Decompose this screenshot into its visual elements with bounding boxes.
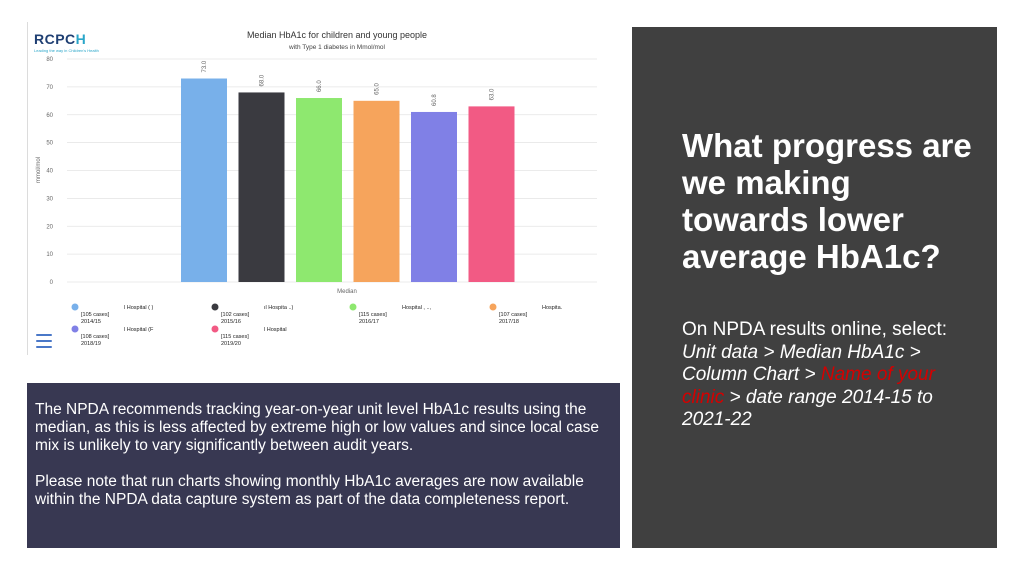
x-axis-label: Median	[337, 289, 357, 295]
bar-data-label: 60.8	[432, 94, 438, 106]
legend-cases: [105 cases]	[81, 312, 110, 318]
bar-data-label: 63.0	[490, 88, 496, 100]
legend-label: l Hospital	[264, 327, 287, 333]
legend-cases: [108 cases]	[81, 334, 110, 340]
rcpch-logo: RCPCH	[34, 31, 87, 47]
instructions-clinic-name: Name of your clinic	[682, 364, 935, 408]
legend-year: 2016/17	[359, 319, 379, 325]
y-tick-label: 80	[46, 57, 53, 63]
legend-marker	[211, 303, 219, 311]
instructions-suffix: > date range 2014-15 to 2021-22	[682, 386, 933, 431]
y-tick-label: 0	[50, 280, 54, 286]
bar	[238, 92, 285, 282]
y-axis-label: mmol/mol	[36, 157, 42, 183]
y-tick-label: 40	[46, 169, 53, 175]
bar-data-label: 68.0	[260, 74, 266, 86]
y-tick-label: 10	[46, 252, 53, 258]
legend-label: ıl Hospita ..)	[264, 305, 294, 311]
info-paragraph-1: The NPDA recommends tracking year-on-yea…	[35, 401, 600, 454]
bar-data-label: 73.0	[202, 60, 208, 72]
legend-year: 2019/20	[221, 341, 241, 347]
legend-year: 2015/16	[221, 319, 241, 325]
y-tick-label: 60	[46, 113, 53, 119]
bar	[468, 106, 515, 282]
bar	[411, 111, 457, 283]
legend-cases: [115 cases]	[359, 312, 387, 318]
legend-marker	[71, 325, 79, 333]
legend-marker	[211, 325, 219, 333]
bar-chart: 0 10 20 30 40 50 60 70 80 mmol/mol Median 73.0 68.0 6…	[36, 57, 597, 347]
instructions-path: Unit data > Median HbA1c > Column Chart …	[682, 341, 921, 386]
legend-label: Hospita.	[542, 305, 563, 311]
panel-divider	[27, 22, 28, 355]
bar-data-label: 65.0	[375, 82, 381, 94]
instructions: On NPDA results online, select: Unit dat…	[682, 319, 982, 432]
legend-label: l Hospital ( )	[124, 305, 154, 311]
info-text-box: The NPDA recommends tracking year-on-yea…	[27, 383, 620, 548]
instructions-prefix: On NPDA results online, select:	[682, 319, 948, 340]
legend-year: 2017/18	[499, 319, 519, 325]
legend-cases: [102 cases]	[221, 312, 250, 318]
legend-marker	[71, 303, 79, 311]
bar-data-label: 66.0	[317, 80, 323, 92]
y-tick-label: 70	[46, 85, 53, 91]
legend-label: Hospital , ..,	[402, 305, 432, 311]
y-tick-label: 20	[46, 224, 53, 230]
legend-marker	[489, 303, 497, 311]
y-tick-label: 30	[46, 196, 53, 202]
chart-title: Median HbA1c for children and young peop…	[246, 30, 428, 40]
bar	[353, 100, 400, 282]
chart-subtitle: with Type 1 diabetes in Mmol/mol	[289, 44, 385, 51]
chart-screenshot: RCPCH Leading the way in Children's Heal…	[27, 22, 612, 357]
y-tick-label: 50	[46, 141, 53, 147]
legend-year: 2018/19	[81, 341, 101, 347]
bar	[181, 78, 227, 282]
right-panel: What progress are we making towards lowe…	[632, 27, 997, 548]
slide-headline: What progress are we making towards lowe…	[682, 127, 972, 275]
legend-marker	[349, 303, 357, 311]
legend-year: 2014/15	[81, 319, 101, 325]
legend-cases: [107 cases]	[499, 312, 528, 318]
bar	[296, 98, 342, 283]
logo-tagline: Leading the way in Children's Health	[34, 48, 99, 53]
menu-icon[interactable]	[36, 334, 52, 348]
legend-label: l Hospital (F	[124, 327, 154, 333]
info-paragraph-2: Please note that run charts showing mont…	[35, 473, 584, 508]
legend-cases: [115 cases]	[221, 334, 249, 340]
